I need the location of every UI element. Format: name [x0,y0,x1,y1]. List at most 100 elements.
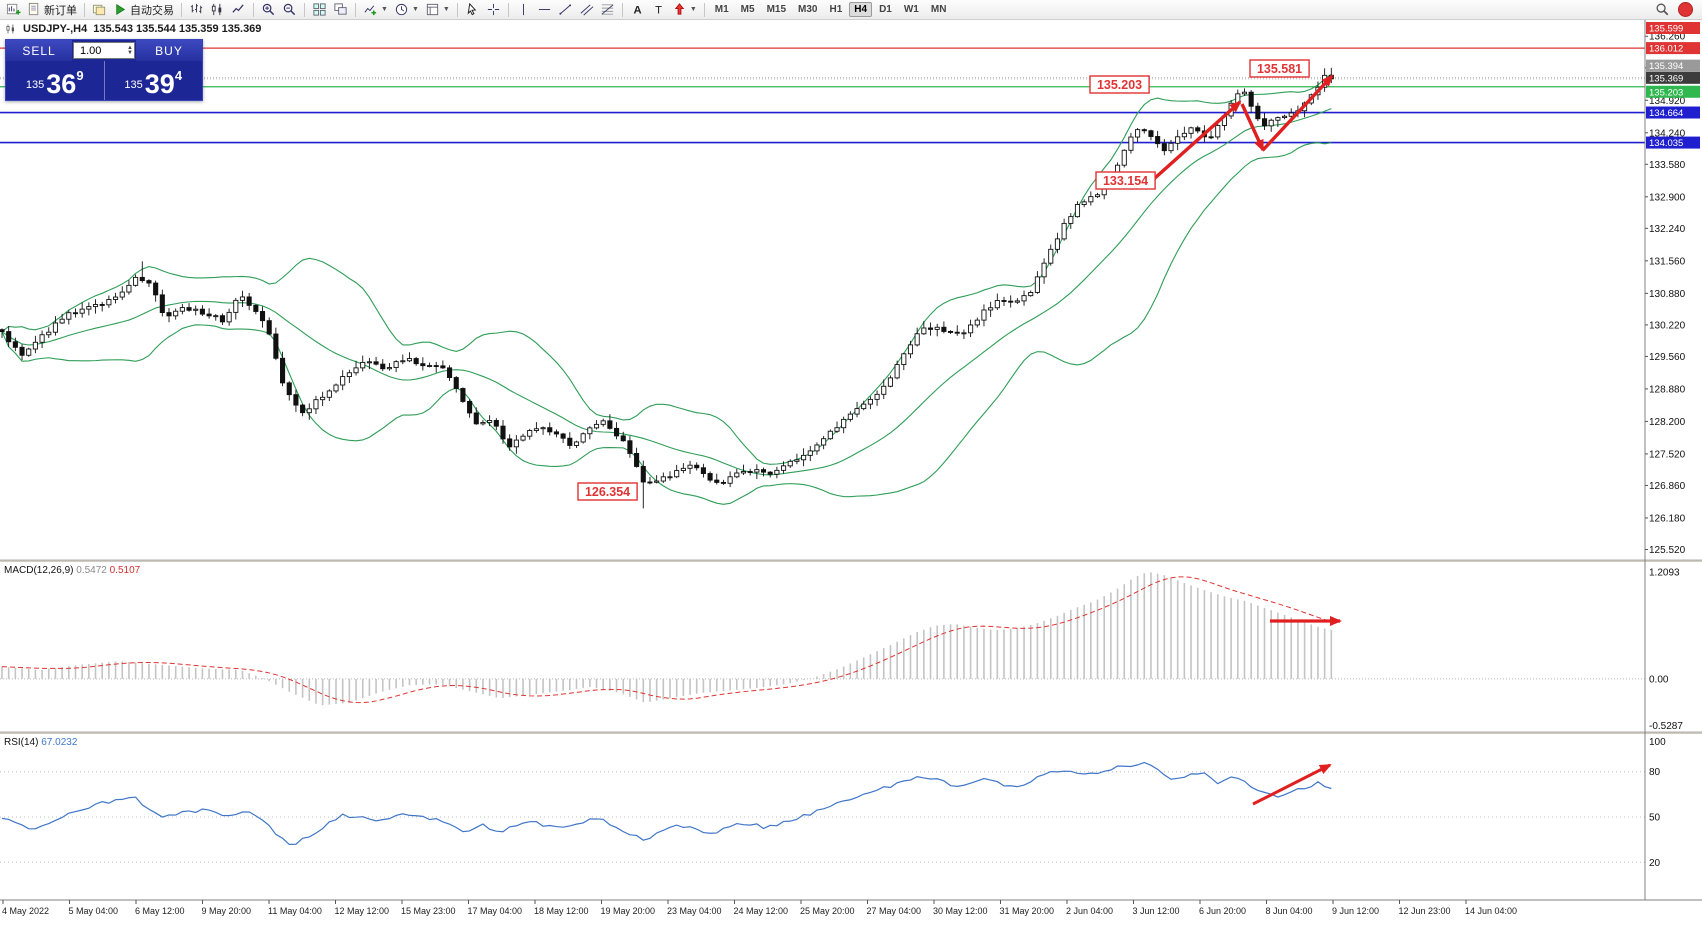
channel-icon [580,4,594,16]
buy-button[interactable]: BUY [136,40,202,61]
crosshair-button[interactable] [483,0,504,20]
tile-windows-button[interactable] [309,0,330,20]
volume-stepper[interactable]: ▲ ▼ [127,44,133,56]
timeframe-m30-button[interactable]: M30 [798,4,818,15]
time-label: 15 May 23:00 [401,906,456,916]
fibonacci-button[interactable] [597,0,618,20]
ohlc-quotes: 135.543 135.544 135.359 135.369 [93,23,262,35]
zoom-in-button[interactable] [258,0,279,20]
timeframe-mn-button[interactable]: MN [930,4,947,15]
periods-button[interactable]: ▼ [391,0,422,20]
shapes-icon [674,3,685,15]
timeframe-w1-button[interactable]: W1 [903,4,919,15]
indicators-button[interactable]: ▼ [360,0,391,20]
text-button[interactable]: A [627,0,648,20]
trend-arrow[interactable] [1144,100,1242,188]
toolbar-separator [355,2,356,17]
charts-profile-button[interactable] [89,0,110,20]
candlestick-chart-button[interactable] [207,0,228,20]
time-label: 6 May 12:00 [135,906,185,916]
rsi-arrow[interactable] [1252,763,1332,806]
time-label: 2 Jun 04:00 [1066,906,1113,916]
vertical-line-button[interactable] [513,0,534,20]
cursor-icon [467,2,477,16]
price-panel[interactable]: 135.203 135.581 133.154 126.354 [0,47,1645,509]
cascade-windows-button[interactable] [330,0,351,20]
search-icon[interactable] [1655,2,1670,17]
annotation-box[interactable] [1089,75,1150,94]
rsi-panel[interactable] [0,761,1645,863]
new-order-button-label: 新订单 [44,4,77,17]
trend-arrow[interactable] [1261,74,1334,152]
chart-window-icon [6,24,14,34]
zoom-out-button[interactable] [279,0,300,20]
trend-arrows[interactable] [1144,74,1334,188]
rsi-line [1,761,1332,846]
rsi-axis-label: 50 [1649,813,1661,824]
auto-trading-button[interactable]: 自动交易 [110,0,177,20]
time-label: 23 May 04:00 [667,906,722,916]
templates-button[interactable]: ▼ [422,0,453,20]
stepper-down-icon[interactable]: ▼ [127,49,133,56]
timeframe-m1-button[interactable]: M1 [714,4,729,15]
annotations[interactable]: 135.203 135.581 133.154 126.354 [577,59,1310,501]
label-t-icon: T [655,4,662,16]
panel-separators[interactable] [0,559,1702,734]
annotation-box[interactable] [577,482,638,501]
toolbar-separator [456,2,458,17]
new-chart-button[interactable] [3,0,24,20]
vline-icon [522,3,524,16]
buy-price[interactable]: 135 39 4 [103,61,203,100]
arrows-button[interactable]: ▼ [669,0,700,20]
caret-down-icon: ▼ [442,6,450,13]
price-axis[interactable]: 136.260135.600134.920134.240133.580132.9… [1644,20,1700,900]
new-order-button[interactable]: 新订单 [24,0,80,20]
stepper-up-icon[interactable]: ▲ [127,44,133,51]
toolbar-separator [703,2,705,17]
trendline-button[interactable] [555,0,576,20]
sell-price[interactable]: 135 36 9 [6,61,104,100]
volume-input[interactable]: 1.00 ▲ ▼ [73,42,135,59]
text-label-button[interactable]: T [648,0,669,20]
notification-badge[interactable] [1678,2,1693,17]
timeframe-d1-button[interactable]: D1 [879,4,892,15]
trend-arrow[interactable] [1240,103,1265,152]
toolbar-separator [621,2,623,17]
timeframe-m15-button[interactable]: M15 [766,4,787,15]
candles-icon [211,3,222,16]
annotation-box[interactable] [1249,59,1310,78]
annotation-text: 126.354 [585,485,630,499]
axis-price-marker [1646,71,1700,84]
caret-down-icon: ▼ [689,6,697,13]
cursor-button[interactable] [462,0,483,20]
time-label: 25 May 20:00 [800,906,855,916]
price-tick-label: 136.260 [1649,32,1686,43]
horizontal-line-button[interactable] [534,0,555,20]
text-a-icon: A [633,4,641,16]
caret-down-icon: ▼ [381,6,388,13]
line-chart-button[interactable] [228,0,249,20]
bar-chart-button[interactable] [186,0,207,20]
horizontal-lines[interactable] [0,47,1645,144]
buy-price-prefix: 135 [124,79,143,91]
time-label: 31 May 20:00 [1000,906,1055,916]
autotrade-icon [116,3,126,16]
timeframe-h4-button[interactable]: H4 [849,2,873,17]
time-axis[interactable]: 4 May 2022 5 May 04:00 6 May 12:00 9 May 20… [0,899,1702,916]
annotation-box[interactable] [1095,171,1156,190]
time-label: 4 May 2022 [2,906,49,916]
time-label: 3 Jun 12:00 [1133,906,1180,916]
toolbar-separator [253,2,254,17]
timeframe-m5-button[interactable]: M5 [740,4,755,15]
equidistant-channel-button[interactable] [576,0,597,20]
price-tick-label: 128.880 [1649,384,1686,395]
axis-price-marker-text: 134.035 [1649,138,1683,149]
price-tick-label: 125.520 [1649,545,1686,556]
rsi-label: RSI(14) 67.0232 [4,737,77,748]
sell-button[interactable]: SELL [6,40,72,61]
toolbar-separator [84,2,85,17]
macd-panel[interactable] [0,572,1645,706]
timeframe-h1-button[interactable]: H1 [829,4,843,15]
